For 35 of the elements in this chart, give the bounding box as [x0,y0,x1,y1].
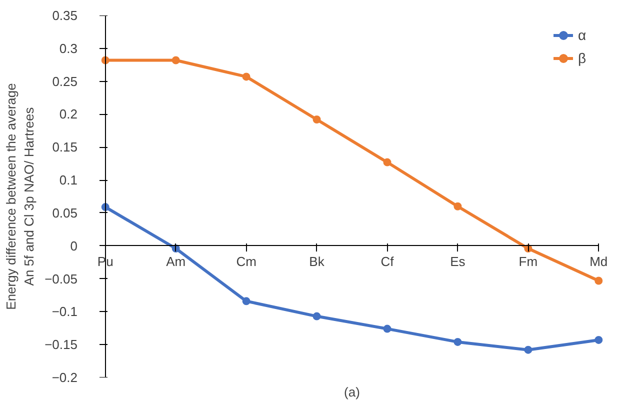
y-tick-label: 0.25 [52,74,78,89]
x-tick-label: Fm [518,254,538,269]
point [242,72,250,81]
y-tick-label: 0.35 [52,8,78,23]
x-tick-label: Md [590,254,608,269]
x-tick-label: Cm [236,254,256,269]
y-tick-label: −0.15 [44,337,78,352]
text: (a) [344,384,360,400]
y-tick-label: 0.05 [52,205,78,220]
point [594,276,603,285]
point [172,56,180,64]
x-tick-label: Bk [309,254,325,269]
legend-label: β [578,50,588,66]
y-axis-title: Energy difference between the average An 5f and Cl 3p NAO/ Hartrees [4,83,37,310]
y-tick-label: 0.2 [59,106,78,122]
point [383,158,392,166]
x-tick-label: Es [450,254,466,269]
point [312,312,321,320]
y-tick-label: 0.3 [59,40,78,56]
y-tick-label: −0.1 [52,304,78,320]
legend-label: α [578,27,588,43]
point [594,336,603,344]
x-tick-label: Cf [380,254,394,269]
y-tick-label: 0.1 [59,172,78,188]
point [242,297,250,306]
y-tick-label: −0.2 [52,370,78,385]
point [383,324,392,333]
y-tick-label: 0 [70,238,78,254]
point [454,202,462,210]
y-tick-label: 0.15 [52,140,78,155]
point [454,338,462,346]
point [524,346,532,354]
point [312,116,321,124]
x-tick-label: Am [166,254,186,269]
y-tick-label: −0.05 [44,271,78,286]
